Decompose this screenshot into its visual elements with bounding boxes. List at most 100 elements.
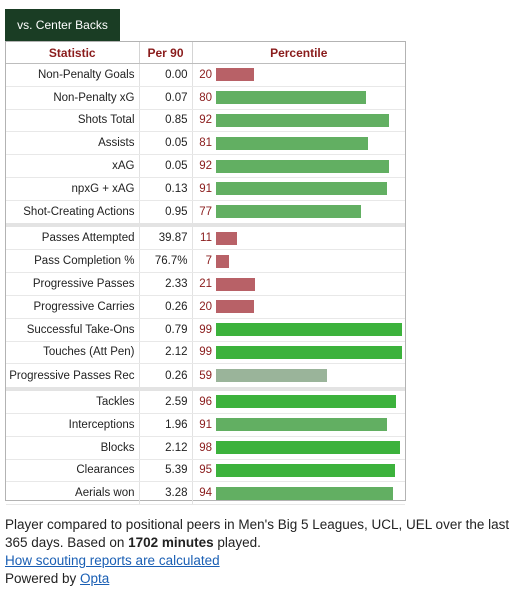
table-row: Clearances 5.39 95	[6, 459, 405, 483]
percentile-bar	[216, 113, 389, 127]
per90-value: 1.96	[139, 413, 193, 437]
stat-name: npxG + xAG	[6, 177, 140, 201]
stat-name: Progressive Carries	[6, 295, 140, 319]
percentile-value: 92	[192, 154, 214, 178]
table-row: npxG + xAG 0.13 91	[6, 177, 405, 201]
percentile-bar-cell	[214, 131, 405, 156]
percentile-bar	[216, 254, 229, 268]
per90-value: 0.07	[139, 86, 193, 110]
percentile-value: 91	[192, 177, 214, 201]
table-row: Blocks 2.12 98	[6, 436, 405, 460]
percentile-bar	[216, 300, 254, 314]
percentile-bar-cell	[214, 154, 405, 178]
stat-name: Progressive Passes Rec	[6, 363, 140, 387]
comparison-text: Player compared to positional peers in M…	[5, 517, 510, 550]
statistic-header: Statistic	[6, 42, 140, 64]
percentile-value: 95	[192, 459, 214, 483]
table-row: Aerials won 3.28 94	[6, 481, 405, 506]
minutes-played: 1702 minutes	[128, 535, 214, 550]
percentile-bar	[216, 418, 387, 432]
table-row: Interceptions 1.96 91	[6, 413, 405, 437]
percentile-bar	[216, 323, 402, 337]
powered-by-label: Powered by	[5, 571, 81, 586]
percentile-bar	[216, 231, 237, 245]
scouting-table: Statistic Per 90 Percentile Non-Penalty …	[6, 42, 405, 506]
percentile-value: 96	[192, 390, 214, 414]
stat-name: Assists	[6, 131, 140, 156]
per90-value: 0.00	[139, 63, 193, 87]
tab-vs-center-backs[interactable]: vs. Center Backs	[5, 9, 120, 41]
per90-value: 0.26	[139, 295, 193, 319]
header-row: Statistic Per 90 Percentile	[6, 42, 405, 64]
comparison-note: Player compared to positional peers in M…	[5, 516, 510, 552]
per90-header: Per 90	[139, 42, 193, 64]
table-row: Shot-Creating Actions 0.95 77	[6, 200, 405, 224]
percentile-value: 59	[199, 369, 212, 382]
percentile-bar	[216, 68, 254, 82]
percentile-value: 80	[192, 86, 214, 110]
table-row: Touches (Att Pen) 2.12 99	[6, 341, 405, 365]
percentile-bar-cell	[214, 109, 405, 133]
percentile-bar	[216, 159, 389, 173]
percentile-bar	[216, 182, 387, 196]
group-separator	[6, 223, 405, 228]
opta-link[interactable]: Opta	[80, 571, 110, 586]
per90-value: 0.05	[139, 131, 193, 156]
per90-value: 2.12	[139, 436, 193, 460]
table-row: Non-Penalty xG 0.07 80	[6, 86, 405, 110]
percentile-bar	[216, 486, 393, 500]
percentile-bar-cell	[214, 200, 405, 223]
percentile-value: 20	[192, 63, 214, 87]
percentile-value: 92	[192, 109, 214, 133]
percentile-bar-cell	[214, 318, 405, 342]
percentile-bar	[216, 136, 368, 150]
stat-name: Passes Attempted	[6, 227, 140, 251]
percentile-bar-cell	[214, 63, 405, 87]
per90-value: 0.79	[139, 318, 193, 342]
report-footer: Player compared to positional peers in M…	[5, 516, 510, 588]
percentile-value: 20	[192, 295, 214, 319]
per90-value: 2.59	[139, 390, 193, 414]
percentile-value: 77	[199, 205, 212, 218]
stat-name: Successful Take-Ons	[6, 318, 140, 342]
percentile-value: 99	[192, 341, 214, 365]
stat-name: Non-Penalty Goals	[6, 63, 140, 87]
percentile-bar	[216, 395, 396, 409]
table-row: xAG 0.05 92	[6, 154, 405, 178]
stat-name: Blocks	[6, 436, 140, 460]
table-row: Shots Total 0.85 92	[6, 109, 405, 133]
stat-name: Progressive Passes	[6, 272, 140, 296]
percentile-bar	[216, 441, 400, 455]
table-row: Successful Take-Ons 0.79 99	[6, 318, 405, 342]
percentile-bar	[216, 91, 366, 105]
percentile-bar-cell	[214, 459, 405, 483]
percentile-bar-cell	[214, 413, 405, 437]
percentile-bar-cell	[214, 177, 405, 201]
stat-name: Aerials won	[6, 481, 140, 506]
table-row: Progressive Passes 2.33 21	[6, 272, 405, 296]
percentile-bar-cell	[214, 436, 405, 460]
percentile-value: 94	[192, 481, 214, 506]
per90-value: 0.26	[139, 363, 193, 387]
scouting-report-table: Statistic Per 90 Percentile Non-Penalty …	[5, 41, 406, 506]
stat-name: Non-Penalty xG	[6, 86, 140, 110]
table-row: Passes Attempted 39.87 11	[6, 227, 405, 251]
scouting-calculation-link[interactable]: How scouting reports are calculated	[5, 553, 220, 568]
percentile-bar-cell	[214, 227, 405, 251]
percentile-value: 98	[192, 436, 214, 460]
percentile-bar	[216, 463, 395, 477]
percentile-value: 99	[192, 318, 214, 342]
per90-value: 0.13	[139, 177, 193, 201]
group-separator	[6, 386, 405, 391]
percentile-bar	[216, 205, 361, 219]
per90-value: 0.05	[139, 154, 193, 178]
percentile-value: 91	[192, 413, 214, 437]
table-row: Tackles 2.59 96	[6, 390, 405, 414]
per90-value: 39.87	[139, 227, 193, 251]
per90-value: 0.85	[139, 109, 193, 133]
stat-name: Pass Completion %	[6, 249, 140, 274]
per90-value: 5.39	[139, 459, 193, 483]
per90-value: 76.7%	[139, 249, 193, 274]
table-row: Progressive Passes Rec 0.26 59	[6, 363, 405, 387]
percentile-value: 7	[192, 249, 214, 274]
